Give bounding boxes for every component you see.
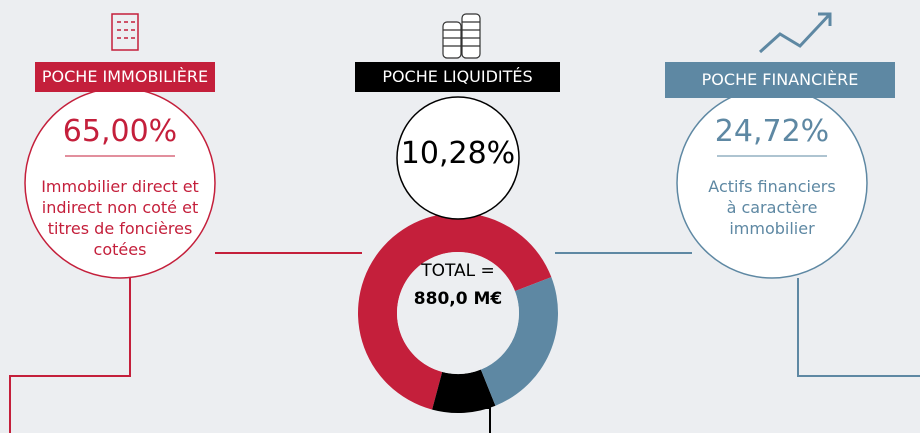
donut-hole	[397, 252, 519, 374]
center-label: TOTAL =	[421, 261, 495, 281]
category-label: POCHE IMMOBILIÈRE	[41, 67, 209, 86]
banner	[355, 62, 560, 92]
banner	[665, 62, 895, 98]
donut-slice	[480, 277, 558, 406]
circle	[396, 96, 520, 220]
growth-icon	[758, 12, 832, 54]
description: Immobilier direct et indirect non coté e…	[41, 177, 199, 259]
donut	[357, 213, 558, 414]
connector	[797, 278, 920, 377]
description: Actifs financiers à caractère immobilier	[708, 177, 836, 238]
center-label: 880,0 M€	[413, 289, 503, 309]
value-label: 24,72%	[714, 114, 830, 149]
building-icon	[111, 13, 139, 51]
banner	[35, 62, 215, 92]
donut-slice	[357, 213, 552, 410]
category-label: POCHE FINANCIÈRE	[701, 70, 859, 89]
donut-slice	[432, 369, 496, 414]
connector	[9, 278, 131, 433]
value-label: 10,28%	[400, 136, 516, 171]
value-label: 65,00%	[62, 114, 178, 149]
coins-icon	[442, 13, 481, 59]
category-label: POCHE LIQUIDITÉS	[382, 67, 533, 86]
